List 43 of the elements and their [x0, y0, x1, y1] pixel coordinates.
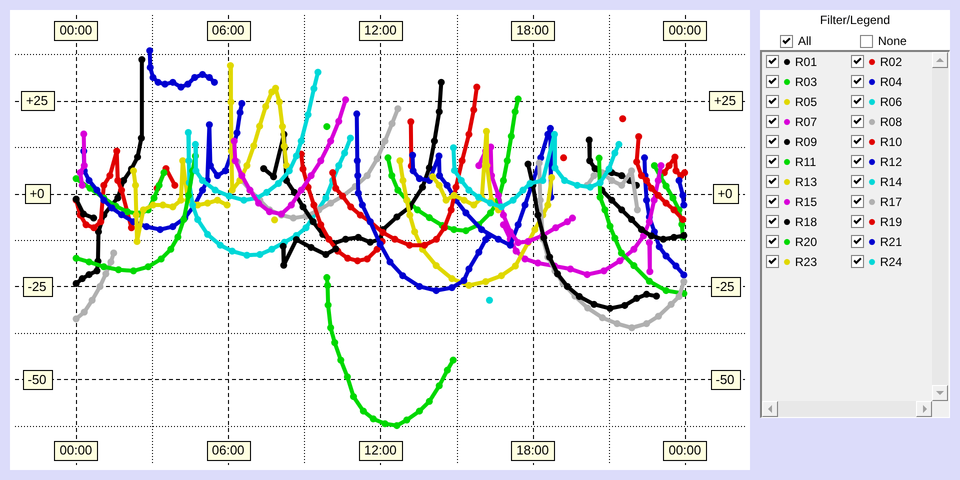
legend-label: R20	[795, 235, 818, 249]
text: None	[878, 34, 907, 48]
x-tick-label: 00:00	[60, 442, 92, 458]
y-tick-label: +25	[26, 93, 48, 108]
legend-label: R23	[795, 255, 818, 269]
x-tick-label: 12:00	[364, 442, 397, 458]
x2-tick-label: 00:00	[668, 22, 702, 38]
x-tick-label: 00:00	[668, 442, 702, 458]
legend-label: R19	[880, 215, 902, 229]
legend-label: R21	[880, 235, 902, 249]
text: All	[798, 34, 812, 48]
legend-label: R09	[795, 135, 818, 149]
legend-label: R17	[880, 195, 902, 209]
legend-label: R12	[880, 155, 902, 169]
y2-tick-label: +0	[718, 186, 732, 202]
x-tick-label: 18:00	[516, 442, 549, 458]
legend-label: R01	[795, 55, 818, 69]
y2-tick-label: -50	[716, 372, 734, 388]
x2-tick-label: 12:00	[364, 22, 397, 38]
x2-tick-label: 06:00	[212, 22, 244, 38]
legend-label: R05	[795, 95, 818, 109]
legend-label: R10	[880, 135, 902, 149]
legend-label: R04	[880, 75, 902, 89]
legend-label: R24	[880, 255, 902, 269]
legend-label: R15	[795, 195, 818, 209]
legend-label: R02	[880, 55, 902, 69]
legend-label: R03	[795, 75, 818, 89]
y2-tick-label: +25	[714, 93, 736, 108]
legend-label: R06	[880, 95, 902, 109]
y2-tick-label: -25	[716, 279, 734, 294]
y-tick-label: -25	[28, 279, 46, 294]
y-tick-label: -50	[28, 372, 46, 388]
x2-tick-label: 00:00	[60, 22, 92, 38]
legend-title: Filter/Legend	[818, 13, 892, 27]
legend-label: R13	[795, 175, 818, 189]
x-tick-label: 06:00	[212, 442, 244, 458]
legend-label: R11	[795, 155, 816, 169]
legend-label: R08	[880, 115, 902, 129]
legend-label: R18	[795, 215, 818, 229]
x2-tick-label: 18:00	[516, 22, 549, 38]
legend-label: R14	[880, 175, 902, 189]
legend-label: R07	[795, 115, 818, 129]
y-tick-label: +0	[30, 186, 44, 202]
